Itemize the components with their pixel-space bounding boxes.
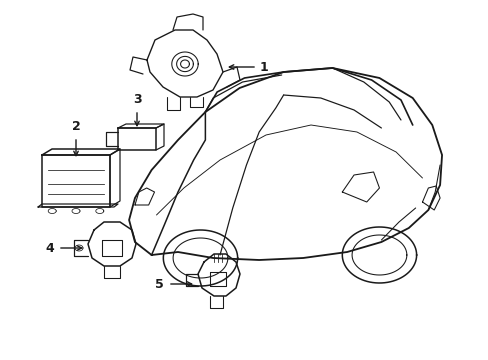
Text: 4: 4 — [45, 242, 54, 255]
Text: 1: 1 — [260, 60, 268, 73]
Text: 2: 2 — [71, 120, 80, 133]
Text: 3: 3 — [132, 93, 141, 106]
Text: 5: 5 — [155, 278, 163, 291]
